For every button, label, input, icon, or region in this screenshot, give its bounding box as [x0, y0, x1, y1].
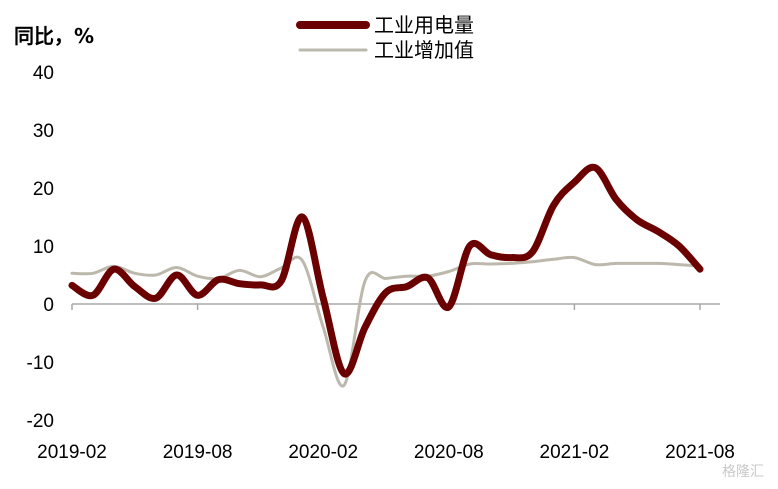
y-tick-label: 10 — [33, 237, 54, 258]
x-tick-label: 2020-08 — [414, 442, 484, 463]
x-tick-label: 2019-02 — [37, 442, 107, 463]
x-tick-label: 2020-02 — [288, 442, 358, 463]
legend-label: 工业用电量 — [374, 13, 474, 37]
y-tick-label: 20 — [33, 179, 54, 200]
legend-label: 工业增加值 — [374, 38, 474, 62]
y-axis-label: 同比，% — [14, 24, 95, 48]
y-tick-label: 40 — [33, 63, 54, 84]
x-tick-label: 2019-08 — [163, 442, 233, 463]
y-tick-label: -10 — [27, 353, 54, 374]
x-tick-label: 2021-02 — [540, 442, 610, 463]
series-line-industrial-electricity — [68, 163, 704, 378]
y-tick-label: 30 — [33, 121, 54, 142]
series-line-industrial-value-added — [70, 255, 702, 388]
y-tick-label: 0 — [43, 295, 54, 316]
series-lines — [68, 163, 704, 388]
x-tick-label: 2021-08 — [665, 442, 735, 463]
axes: 40 30 20 10 0 -10 -20 2019-02 2019-08 2020-02 2020… — [27, 63, 735, 463]
y-tick-label: -20 — [27, 411, 54, 432]
watermark-logo: 格隆汇 — [722, 464, 764, 480]
